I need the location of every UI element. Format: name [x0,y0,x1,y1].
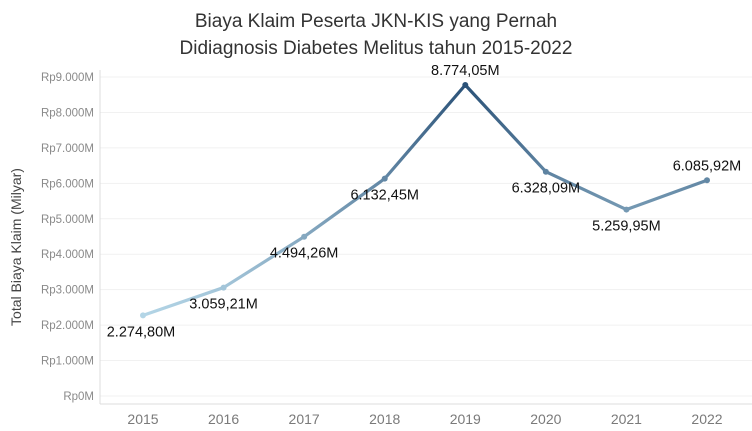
x-axis-ticks: 2015 2016 2017 2018 2019 2020 2021 2022 [127,411,722,427]
y-axis-ticks: Rp0M Rp1.000M Rp2.000M Rp3.000M Rp4.000M Rp5.… [41,72,94,403]
x-tick-label: 2021 [611,411,642,427]
data-label: 2.274,80M [107,324,176,340]
y-tick-label: Rp1.000M [41,356,94,368]
data-point[interactable] [542,168,549,175]
y-tick-label: Rp5.000M [41,214,94,226]
y-tick-label: Rp4.000M [41,249,94,261]
x-tick-label: 2018 [369,411,400,427]
data-labels: 2.274,80M 3.059,21M 4.494,26M 6.132,45M 8.77… [107,63,742,340]
series-segment [463,83,548,174]
y-tick-label: Rp9.000M [41,72,94,84]
data-label: 6.132,45M [350,188,419,204]
y-tick-label: Rp8.000M [41,107,94,119]
series-segment [383,83,467,181]
y-axis-label: Total Biaya Klaim (Milyar) [8,168,24,326]
gridlines [100,76,752,397]
y-tick-label: Rp2.000M [41,320,94,332]
series-line [141,83,709,317]
x-tick-label: 2022 [691,411,722,427]
data-point[interactable] [462,82,469,89]
data-label: 6.328,09M [512,181,581,197]
y-tick-label: Rp7.000M [41,143,94,155]
data-points [140,82,710,319]
data-label: 6.085,92M [673,158,742,174]
data-point[interactable] [703,177,710,184]
series-segment [624,178,709,212]
y-tick-label: Rp0M [63,391,94,403]
data-label: 3.059,21M [189,297,258,313]
x-tick-label: 2015 [127,411,158,427]
data-point[interactable] [220,284,227,291]
y-tick-label: Rp6.000M [41,178,94,190]
series-segment [141,285,226,317]
data-point[interactable] [381,175,388,182]
data-label: 5.259,95M [592,219,661,235]
chart-title: Biaya Klaim Peserta JKN-KIS yang Pernah … [0,8,752,62]
x-tick-label: 2017 [289,411,320,427]
data-point[interactable] [140,312,146,319]
data-label: 8.774,05M [431,63,500,79]
y-tick-label: Rp3.000M [41,285,94,297]
chart-title-line-2: Didiagnosis Diabetes Melitus tahun 2015-… [179,38,573,59]
x-tick-label: 2016 [208,411,239,427]
chart-title-line-1: Biaya Klaim Peserta JKN-KIS yang Pernah [194,11,558,32]
data-point[interactable] [623,206,630,213]
x-tick-label: 2020 [530,411,561,427]
data-point[interactable] [301,233,308,240]
series-segment [302,177,387,239]
series-segment [544,170,629,212]
x-tick-label: 2019 [450,411,481,427]
data-label: 4.494,26M [270,246,339,262]
series-segment [221,235,306,290]
